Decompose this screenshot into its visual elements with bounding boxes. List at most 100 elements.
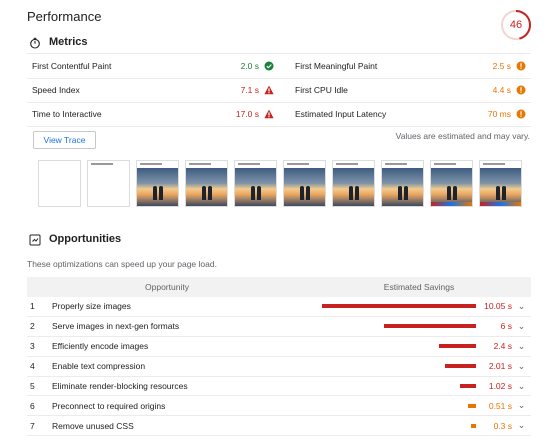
filmstrip xyxy=(38,160,522,207)
metric-name: First CPU Idle xyxy=(295,85,348,96)
metrics-grid: First Contentful Paint 2.0 s First Meani… xyxy=(27,53,531,127)
opportunity-row[interactable]: 4 Enable text compression 2.01 s ⌄ xyxy=(27,357,531,377)
opportunity-name: Serve images in next-gen formats xyxy=(52,321,180,332)
savings-bar xyxy=(460,384,476,388)
filmstrip-frame xyxy=(136,160,179,207)
metric-value: 70 ms xyxy=(487,109,511,120)
column-header-savings: Estimated Savings xyxy=(383,282,455,292)
opportunity-name: Enable text compression xyxy=(52,361,146,372)
chevron-down-icon[interactable]: ⌄ xyxy=(517,360,526,371)
metric-value: 4.4 s xyxy=(492,85,511,96)
opportunity-name: Preconnect to required origins xyxy=(52,400,166,411)
average-circle-icon xyxy=(516,61,526,71)
metric-name: Time to Interactive xyxy=(32,109,102,120)
metric-name: First Meaningful Paint xyxy=(295,60,378,71)
opportunity-row[interactable]: 7 Remove unused CSS 0.3 s ⌄ xyxy=(27,416,531,437)
opportunity-name: Eliminate render-blocking resources xyxy=(52,381,188,391)
row-index: 3 xyxy=(30,341,35,352)
filmstrip-frame xyxy=(87,160,130,207)
metrics-header: Metrics xyxy=(29,36,88,49)
savings-value: 2.4 s xyxy=(493,341,512,352)
fail-triangle-icon xyxy=(264,85,274,95)
opportunities-icon xyxy=(29,233,41,246)
opportunities-header: Opportunities xyxy=(29,233,122,246)
savings-value: 6 s xyxy=(500,321,512,332)
metric-name: Estimated Input Latency xyxy=(295,109,387,120)
opportunity-name: Efficiently encode images xyxy=(52,341,149,352)
metric-estimated-input-latency: Estimated Input Latency 70 ms xyxy=(279,103,531,126)
opportunity-row[interactable]: 1 Properly size images 10.05 s ⌄ xyxy=(27,297,531,317)
savings-bar-track xyxy=(322,324,476,329)
chevron-down-icon[interactable]: ⌄ xyxy=(517,420,526,431)
filmstrip-frame xyxy=(283,160,326,207)
metric-first-cpu-idle: First CPU Idle 4.4 s xyxy=(279,79,531,103)
filmstrip-frame xyxy=(38,160,81,207)
metric-name: Speed Index xyxy=(32,85,80,96)
opportunities-subtitle: These optimizations can speed up your pa… xyxy=(27,259,217,269)
metric-value: 2.0 s xyxy=(240,60,259,71)
row-index: 6 xyxy=(30,400,35,411)
metrics-row: First Contentful Paint 2.0 s First Meani… xyxy=(27,53,531,78)
metric-speed-index: Speed Index 7.1 s xyxy=(27,79,279,103)
chevron-down-icon[interactable]: ⌄ xyxy=(517,380,526,391)
opportunity-row[interactable]: 2 Serve images in next-gen formats 6 s ⌄ xyxy=(27,317,531,337)
filmstrip-frame xyxy=(381,160,424,207)
metric-value: 2.5 s xyxy=(492,60,511,71)
metric-value: 7.1 s xyxy=(240,85,259,96)
score-ring-icon xyxy=(501,10,531,40)
table-header: Opportunity Estimated Savings xyxy=(27,277,531,297)
metrics-row: Speed Index 7.1 s First CPU Idle 4.4 s xyxy=(27,77,531,103)
savings-bar xyxy=(439,344,476,349)
chevron-down-icon[interactable]: ⌄ xyxy=(517,400,526,411)
metric-value: 17.0 s xyxy=(235,109,259,120)
estimate-note: Values are estimated and may vary. xyxy=(395,131,530,141)
savings-bar-track xyxy=(322,423,476,428)
opportunities-title: Opportunities xyxy=(49,233,122,245)
average-circle-icon xyxy=(516,109,526,119)
chevron-down-icon[interactable]: ⌄ xyxy=(517,300,526,311)
fail-triangle-icon xyxy=(264,109,274,119)
filmstrip-frame xyxy=(430,160,473,207)
savings-bar xyxy=(322,304,476,309)
metrics-row: Time to Interactive 17.0 s Estimated Inp… xyxy=(27,102,531,127)
opportunity-row[interactable]: 5 Eliminate render-blocking resources 1.02… xyxy=(27,377,531,397)
metric-name: First Contentful Paint xyxy=(32,60,112,71)
opportunity-name: Properly size images xyxy=(52,301,131,312)
savings-bar-track xyxy=(322,403,476,408)
opportunity-row[interactable]: 6 Preconnect to required origins 0.51 s ⌄ xyxy=(27,396,531,417)
savings-bar xyxy=(468,403,476,408)
chevron-down-icon[interactable]: ⌄ xyxy=(517,320,526,331)
view-trace-button[interactable]: View Trace xyxy=(33,131,96,149)
pass-check-icon xyxy=(264,61,274,71)
opportunities-table: Opportunity Estimated Savings 1 Properly … xyxy=(27,277,531,437)
savings-value: 0.3 s xyxy=(493,420,512,431)
row-index: 2 xyxy=(30,321,35,332)
filmstrip-frame xyxy=(332,160,375,207)
performance-score: 46 xyxy=(509,19,523,31)
column-header-opportunity: Opportunity xyxy=(145,282,189,292)
opportunity-name: Remove unused CSS xyxy=(52,420,134,431)
savings-bar xyxy=(471,423,476,428)
row-index: 4 xyxy=(30,361,35,372)
savings-value: 2.01 s xyxy=(488,361,512,372)
filmstrip-frame xyxy=(479,160,522,207)
opportunity-row[interactable]: 3 Efficiently encode images 2.4 s ⌄ xyxy=(27,337,531,357)
savings-bar xyxy=(384,324,476,329)
performance-score-gauge: 46 xyxy=(500,9,532,41)
row-index: 1 xyxy=(30,301,35,312)
savings-value: 10.05 s xyxy=(484,301,512,312)
filmstrip-frame xyxy=(185,160,228,207)
savings-bar-track xyxy=(322,384,476,388)
metrics-title: Metrics xyxy=(49,36,88,48)
stopwatch-icon xyxy=(29,36,41,49)
chevron-down-icon[interactable]: ⌄ xyxy=(517,340,526,351)
savings-bar-track xyxy=(322,364,476,369)
savings-bar xyxy=(445,364,476,369)
average-circle-icon xyxy=(516,85,526,95)
savings-value: 0.51 s xyxy=(488,400,512,411)
filmstrip-frame xyxy=(234,160,277,207)
savings-bar-track xyxy=(322,344,476,349)
page-title: Performance xyxy=(27,9,102,24)
row-index: 7 xyxy=(30,420,35,431)
savings-value: 1.02 s xyxy=(488,381,512,391)
